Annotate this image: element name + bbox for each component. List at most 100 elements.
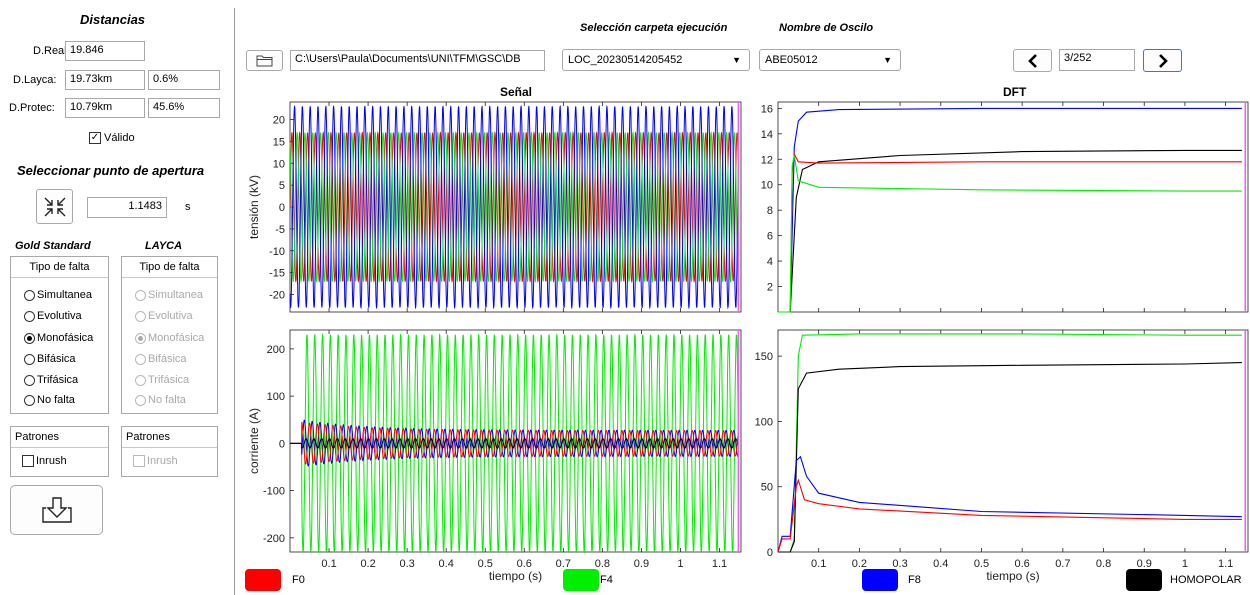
radio-icon <box>135 310 146 322</box>
x-tick-label: 0.8 <box>595 558 610 570</box>
open-folder-button[interactable] <box>246 50 283 71</box>
layca-option-label: Evolutiva <box>148 310 193 322</box>
gold-tipo-falta-header: Tipo de falta <box>11 257 108 278</box>
y-tick-label: 2 <box>767 282 773 294</box>
x-tick-label: 0.3 <box>399 558 414 570</box>
x-tick-label: 0.7 <box>556 558 571 570</box>
plot-area <box>777 101 1249 313</box>
legend-label-f4: F4 <box>600 574 613 586</box>
gold-radio-simultanea[interactable]: Simultanea <box>24 289 92 301</box>
collapse-button[interactable] <box>36 189 73 224</box>
series-line <box>777 455 1242 553</box>
gold-option-label: No falta <box>37 394 75 406</box>
series-line <box>778 149 1242 313</box>
layca-radio-monofasica: Monofásica <box>135 332 204 344</box>
x-axis-label: tiempo (s) <box>986 569 1039 583</box>
y-axis-label: corriente (A) <box>247 408 261 474</box>
export-button[interactable] <box>10 485 103 535</box>
layca-inrush-label: Inrush <box>147 455 178 467</box>
y-tick-label: 12 <box>761 154 773 166</box>
carpeta-dropdown[interactable]: LOC_20230514205452 ▼ <box>562 49 750 71</box>
y-axis-label: tensión (kV) <box>247 175 261 239</box>
radio-selected-icon <box>24 332 35 344</box>
layca-patrones-panel: Patrones Inrush <box>121 426 218 477</box>
distancias-title: Distancias <box>80 12 146 27</box>
gold-radio-evolutiva[interactable]: Evolutiva <box>24 310 82 322</box>
plot-area <box>777 329 1249 553</box>
layca-radio-no-falta: No falta <box>135 394 186 406</box>
layca-title: LAYCA <box>145 240 183 252</box>
next-button[interactable] <box>1143 49 1182 72</box>
radio-icon <box>135 353 146 365</box>
layca-tipo-falta-panel: Tipo de falta Simultanea Evolutiva Monof… <box>121 256 218 414</box>
gold-inrush-checkbox[interactable]: Inrush <box>22 455 67 467</box>
gold-standard-title: Gold Standard <box>15 240 91 252</box>
collapse-arrows-icon <box>44 197 65 216</box>
series-line <box>778 362 1242 553</box>
radio-icon <box>135 394 146 406</box>
y-tick-label: 6 <box>767 231 773 243</box>
layca-tipo-falta-header: Tipo de falta <box>122 257 217 278</box>
dreal-field[interactable]: 19.846 <box>65 41 145 61</box>
gold-option-label: Monofásica <box>37 332 94 344</box>
tension-chart: -20 -15 -10 -5 0 5 10 15 20 tensión (kV) <box>247 101 742 313</box>
y-tick-label: 16 <box>761 103 773 115</box>
y-tick-label: -100 <box>263 486 285 498</box>
x-tick-label: 1.1 <box>1218 558 1233 570</box>
y-tick-label: -5 <box>275 224 285 236</box>
radio-icon <box>135 374 146 386</box>
x-tick-label: 0.3 <box>892 558 907 570</box>
x-tick-label: 0.9 <box>634 558 649 570</box>
dft-corriente-chart: 0 50 100 150 0.1 0.2 0.3 0.4 0.5 0.6 0.7 0.8 0.9 1 1.1… <box>755 329 1249 583</box>
radio-icon <box>24 374 35 386</box>
x-tick-label: 0.7 <box>1055 558 1070 570</box>
gold-option-label: Bifásica <box>37 353 76 365</box>
x-tick-label: 0.5 <box>478 558 493 570</box>
radio-icon <box>135 289 146 301</box>
path-field[interactable]: C:\Users\Paula\Documents\UNI\TFM\GSC\DB <box>290 50 545 71</box>
x-tick-label: 1 <box>1182 558 1188 570</box>
gold-radio-monofasica[interactable]: Monofásica <box>24 332 93 344</box>
gold-radio-no-falta[interactable]: No falta <box>24 394 75 406</box>
x-tick-label: 1 <box>677 558 683 570</box>
download-tray-icon <box>41 497 72 523</box>
layca-radio-simultanea: Simultanea <box>135 289 203 301</box>
oscilo-dropdown[interactable]: ABE05012 ▼ <box>759 49 901 71</box>
checkbox-icon <box>22 455 34 467</box>
dlayca-pct-field[interactable]: 0.6% <box>148 70 220 90</box>
dlayca-field[interactable]: 19.73km <box>65 70 145 90</box>
radio-icon <box>24 289 35 301</box>
y-tick-label: -20 <box>269 290 285 302</box>
page-field[interactable]: 3/252 <box>1059 49 1135 71</box>
radio-icon <box>24 353 35 365</box>
carpeta-label: Selección carpeta ejecución <box>580 22 728 34</box>
series-line <box>290 419 739 467</box>
gold-radio-bifasica[interactable]: Bifásica <box>24 353 76 365</box>
dlayca-label: D.Layca: <box>13 74 57 86</box>
legend-swatch-f4 <box>563 569 599 591</box>
y-tick-label: 4 <box>767 256 773 268</box>
x-tick-label: 0.4 <box>933 558 948 570</box>
apertura-title: Seleccionar punto de apertura <box>17 163 205 178</box>
oscilo-selected: ABE05012 <box>765 54 818 66</box>
layca-option-label: Simultanea <box>148 289 204 301</box>
dreal-label: D.Real: <box>33 45 70 57</box>
apertura-field[interactable]: 1.1483 <box>87 197 167 218</box>
layca-inrush-checkbox: Inrush <box>133 455 178 467</box>
valido-checkbox[interactable]: ✓ Válido <box>89 132 135 144</box>
checkbox-icon <box>133 455 145 467</box>
radio-selected-icon <box>135 332 146 344</box>
legend-label-f0: F0 <box>292 574 305 586</box>
prev-button[interactable] <box>1013 49 1052 72</box>
y-tick-label: 0 <box>279 202 285 214</box>
x-tick-label: 0.1 <box>321 558 336 570</box>
y-tick-label: 150 <box>755 351 773 363</box>
y-tick-label: -15 <box>269 268 285 280</box>
oscilo-label: Nombre de Oscilo <box>779 22 874 34</box>
dprotec-pct-field[interactable]: 45.6% <box>148 98 220 118</box>
series-line <box>778 155 1242 313</box>
layca-radio-bifasica: Bifásica <box>135 353 187 365</box>
dprotec-field[interactable]: 10.79km <box>65 98 145 118</box>
x-tick-label: 0.5 <box>974 558 989 570</box>
gold-radio-trifasica[interactable]: Trifásica <box>24 374 78 386</box>
